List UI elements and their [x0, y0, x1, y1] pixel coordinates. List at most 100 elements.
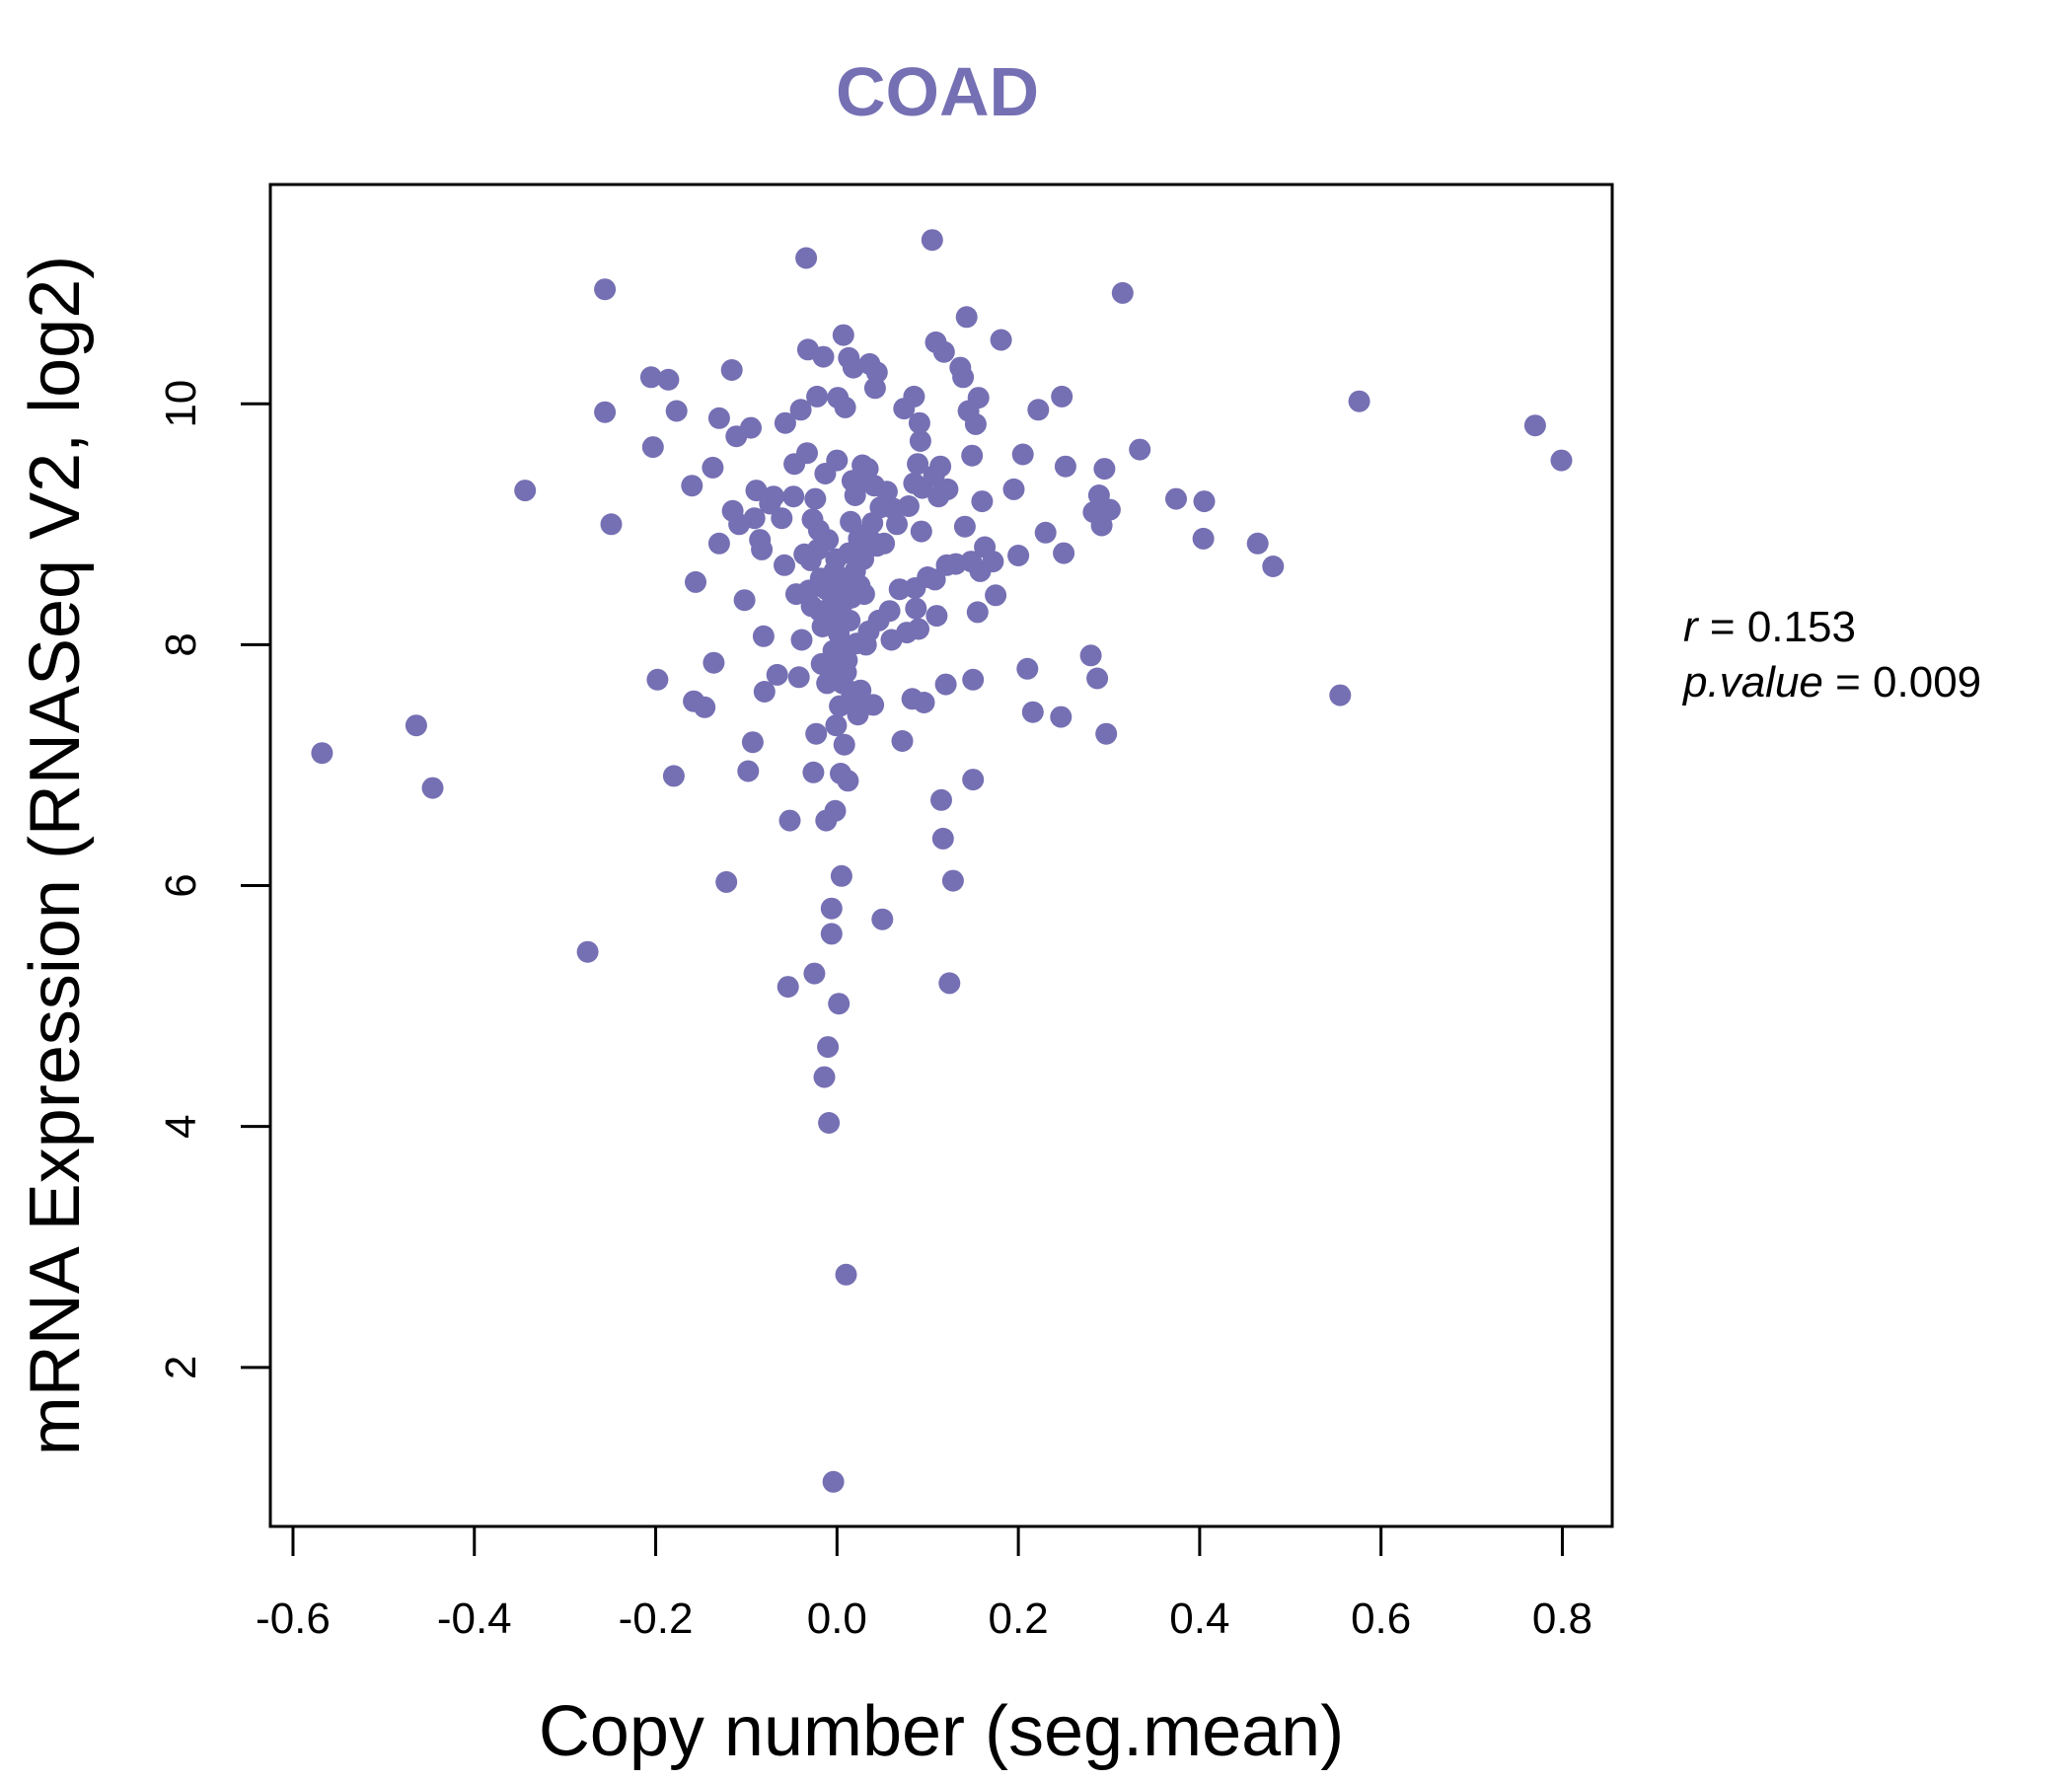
data-point — [1027, 399, 1050, 421]
data-point — [1053, 542, 1075, 564]
data-point — [694, 696, 716, 718]
data-point — [830, 864, 852, 887]
data-point — [803, 962, 826, 985]
data-point — [825, 714, 848, 737]
data-point — [737, 760, 760, 782]
data-point — [936, 478, 959, 500]
p-equals: = — [1823, 658, 1873, 706]
data-point — [600, 513, 623, 536]
data-point — [817, 1036, 840, 1059]
data-point — [1550, 449, 1573, 472]
data-point — [962, 769, 985, 791]
data-point — [862, 694, 885, 716]
data-point — [1011, 443, 1034, 466]
data-point — [817, 529, 840, 552]
data-point — [886, 513, 908, 536]
data-point — [740, 416, 762, 439]
data-point — [662, 765, 685, 787]
data-point — [826, 449, 849, 472]
data-point — [820, 923, 843, 945]
data-point — [594, 401, 617, 423]
data-point — [962, 668, 985, 691]
data-point — [733, 589, 756, 612]
data-point — [804, 487, 827, 510]
data-point — [707, 532, 730, 555]
data-point — [774, 411, 796, 434]
data-point — [1034, 521, 1057, 544]
x-tick-label: -0.2 — [619, 1595, 694, 1643]
data-point — [681, 475, 703, 497]
pvalue-annotation: p.value = 0.009 — [1681, 658, 1981, 706]
data-point — [1098, 498, 1121, 521]
data-point — [820, 897, 843, 920]
data-point — [796, 442, 818, 465]
x-axis-label: Copy number (seg.mean) — [539, 1692, 1344, 1771]
data-point — [842, 356, 864, 379]
data-point — [657, 368, 680, 391]
data-point — [812, 345, 835, 368]
x-tick-label: -0.6 — [256, 1595, 331, 1643]
data-point — [938, 972, 961, 995]
data-point — [789, 399, 812, 421]
data-point — [828, 993, 851, 1015]
data-point — [813, 1066, 836, 1088]
plot-frame — [268, 183, 1614, 1528]
data-point — [1193, 490, 1216, 513]
data-point — [871, 908, 894, 930]
x-tick-label: -0.4 — [437, 1595, 512, 1643]
y-tick-label: 4 — [157, 1114, 205, 1138]
data-point — [910, 520, 932, 543]
data-point — [311, 742, 333, 765]
data-point — [964, 412, 987, 435]
x-axis: -0.6 -0.4 -0.2 0.0 0.2 0.4 0.6 0.8 — [256, 1524, 1592, 1643]
data-point — [850, 679, 872, 702]
data-point — [903, 385, 925, 408]
data-point — [805, 722, 828, 745]
data-point — [1054, 455, 1076, 478]
data-point — [863, 377, 886, 400]
data-point — [806, 385, 829, 408]
data-point — [802, 761, 825, 783]
data-point — [921, 229, 943, 252]
data-point — [421, 777, 444, 799]
data-point — [913, 692, 935, 713]
data-point — [741, 731, 764, 754]
r-equals: = — [1698, 603, 1747, 651]
data-point — [639, 366, 662, 389]
data-point — [952, 366, 975, 389]
data-point — [1165, 487, 1187, 510]
y-tick-label: 2 — [157, 1356, 205, 1379]
x-tick-label: 0.0 — [807, 1595, 867, 1643]
r-label: r — [1683, 603, 1700, 651]
y-axis-label: mRNA Expression (RNASeq V2, log2) — [16, 256, 95, 1455]
data-point — [641, 436, 664, 459]
data-point — [753, 681, 776, 703]
data-point — [832, 324, 854, 346]
data-point — [1002, 478, 1025, 500]
data-point — [514, 480, 537, 502]
y-axis: 2 4 6 8 10 — [157, 380, 272, 1379]
data-point — [777, 976, 799, 999]
data-point — [966, 601, 989, 624]
data-point — [929, 455, 952, 478]
data-point — [1246, 532, 1269, 555]
data-point — [576, 940, 599, 963]
data-point — [702, 456, 724, 479]
data-point — [594, 278, 617, 301]
data-point — [818, 1112, 841, 1134]
data-point — [924, 568, 946, 591]
data-point — [839, 609, 861, 631]
data-point — [908, 618, 929, 640]
x-tick-label: 0.8 — [1532, 1595, 1592, 1643]
data-point — [985, 584, 1007, 607]
data-point — [953, 515, 976, 538]
data-point — [720, 359, 743, 381]
data-point — [715, 870, 738, 893]
data-point — [665, 400, 688, 422]
data-point — [878, 600, 901, 623]
data-point — [909, 430, 931, 452]
data-point — [822, 1470, 845, 1493]
r-value: 0.153 — [1747, 603, 1856, 651]
